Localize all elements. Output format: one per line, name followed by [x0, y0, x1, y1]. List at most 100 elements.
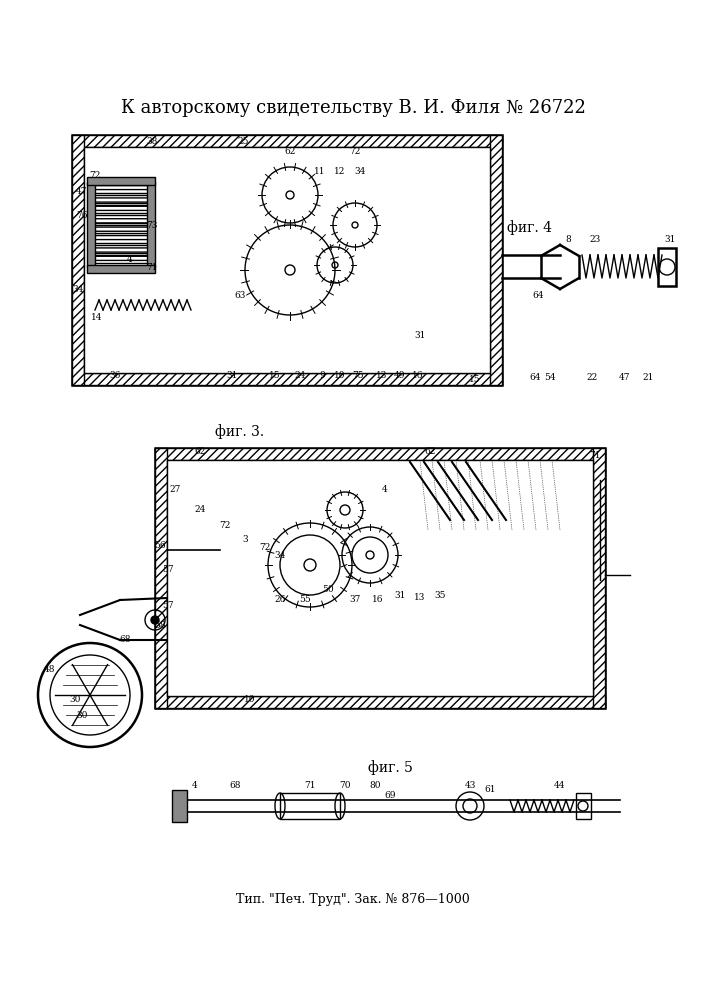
Text: 34: 34	[274, 550, 286, 560]
Bar	[147, 182, 155, 267]
Text: 31: 31	[665, 235, 676, 244]
Text: 24: 24	[194, 506, 206, 514]
Text: 72: 72	[219, 520, 230, 530]
Bar	[72, 135, 502, 385]
Text: 75: 75	[352, 370, 364, 379]
Text: 50: 50	[322, 585, 334, 594]
Text: 4: 4	[127, 255, 133, 264]
Text: 47: 47	[76, 188, 88, 196]
Text: 23: 23	[590, 235, 601, 244]
Text: 57: 57	[162, 566, 174, 574]
Text: 31: 31	[395, 590, 406, 599]
Text: 37: 37	[349, 595, 361, 604]
Bar	[167, 460, 593, 696]
Bar	[87, 265, 155, 273]
Text: 13: 13	[414, 593, 426, 602]
Text: 4: 4	[382, 486, 388, 494]
Text: 15: 15	[269, 370, 281, 379]
Text: 64: 64	[532, 290, 544, 300]
Text: фиг. 5: фиг. 5	[368, 761, 412, 775]
Text: 25: 25	[238, 137, 249, 146]
Text: 62: 62	[424, 448, 436, 456]
Text: 76: 76	[76, 211, 88, 220]
Bar	[92, 225, 152, 233]
Text: фиг. 4: фиг. 4	[508, 221, 552, 235]
Text: 30: 30	[69, 696, 81, 704]
Text: Тип. "Печ. Труд". Зак. № 876—1000: Тип. "Печ. Труд". Зак. № 876—1000	[236, 894, 470, 906]
Text: 54: 54	[544, 373, 556, 382]
Bar	[92, 255, 152, 263]
Bar	[87, 182, 95, 267]
Text: 3: 3	[243, 536, 248, 544]
Text: 4: 4	[192, 780, 198, 790]
Text: 68: 68	[229, 780, 241, 790]
Text: 68: 68	[119, 636, 131, 645]
Bar	[172, 790, 187, 822]
Text: 70: 70	[339, 780, 351, 790]
Text: 56: 56	[154, 540, 166, 550]
Text: К авторскому свидетельству В. И. Филя № 26722: К авторскому свидетельству В. И. Филя № …	[121, 99, 585, 117]
Text: 24: 24	[294, 370, 305, 379]
Text: 21: 21	[643, 373, 654, 382]
Text: 64: 64	[530, 373, 541, 382]
Text: 10: 10	[244, 696, 256, 704]
Text: 38: 38	[146, 137, 158, 146]
Text: 13: 13	[376, 370, 387, 379]
Bar	[92, 215, 152, 223]
Text: 26: 26	[274, 595, 286, 604]
Text: 22: 22	[586, 373, 597, 382]
Text: 49: 49	[395, 370, 406, 379]
Bar	[84, 147, 490, 373]
Text: 34: 34	[72, 286, 83, 294]
Bar	[72, 373, 502, 385]
Text: 30: 30	[76, 710, 88, 720]
Text: 36: 36	[110, 370, 121, 379]
Text: 73: 73	[146, 221, 158, 230]
Bar	[92, 205, 152, 213]
Text: 80: 80	[369, 780, 381, 790]
Bar	[72, 135, 84, 385]
Bar	[490, 135, 502, 385]
Text: 61: 61	[484, 786, 496, 794]
Bar	[155, 448, 605, 460]
Bar	[155, 696, 605, 708]
Bar	[593, 448, 605, 708]
Bar	[72, 135, 502, 147]
Bar	[92, 195, 152, 203]
Text: 10: 10	[334, 370, 346, 379]
Text: 9: 9	[319, 370, 325, 379]
Circle shape	[151, 616, 159, 624]
Text: 62: 62	[194, 448, 206, 456]
Bar	[576, 793, 591, 819]
Text: 27: 27	[169, 486, 181, 494]
Text: 44: 44	[554, 780, 566, 790]
Bar	[280, 793, 340, 819]
Text: 48: 48	[45, 666, 56, 674]
Bar	[92, 185, 152, 193]
Bar	[87, 177, 155, 185]
Text: 55: 55	[299, 595, 311, 604]
Text: 14: 14	[91, 314, 103, 322]
Text: фиг. 3.: фиг. 3.	[216, 425, 264, 439]
Bar	[155, 448, 605, 708]
Bar	[92, 235, 152, 243]
Text: 12: 12	[334, 167, 346, 176]
Text: 71: 71	[304, 780, 316, 790]
Text: 58: 58	[154, 620, 166, 630]
Text: 16: 16	[412, 370, 423, 379]
Text: 63: 63	[234, 290, 246, 300]
Bar	[658, 248, 676, 286]
Text: 71: 71	[589, 450, 601, 460]
Text: 47: 47	[619, 373, 631, 382]
Text: 71: 71	[146, 263, 158, 272]
Text: 16: 16	[373, 595, 384, 604]
Text: 43: 43	[464, 780, 476, 790]
Text: 62: 62	[284, 147, 296, 156]
Text: 72: 72	[259, 544, 271, 552]
Text: 72: 72	[89, 170, 100, 180]
Text: 31: 31	[414, 330, 426, 340]
Text: 57: 57	[162, 600, 174, 609]
Text: 35: 35	[434, 590, 445, 599]
Text: 34: 34	[354, 167, 366, 176]
Bar	[92, 245, 152, 253]
